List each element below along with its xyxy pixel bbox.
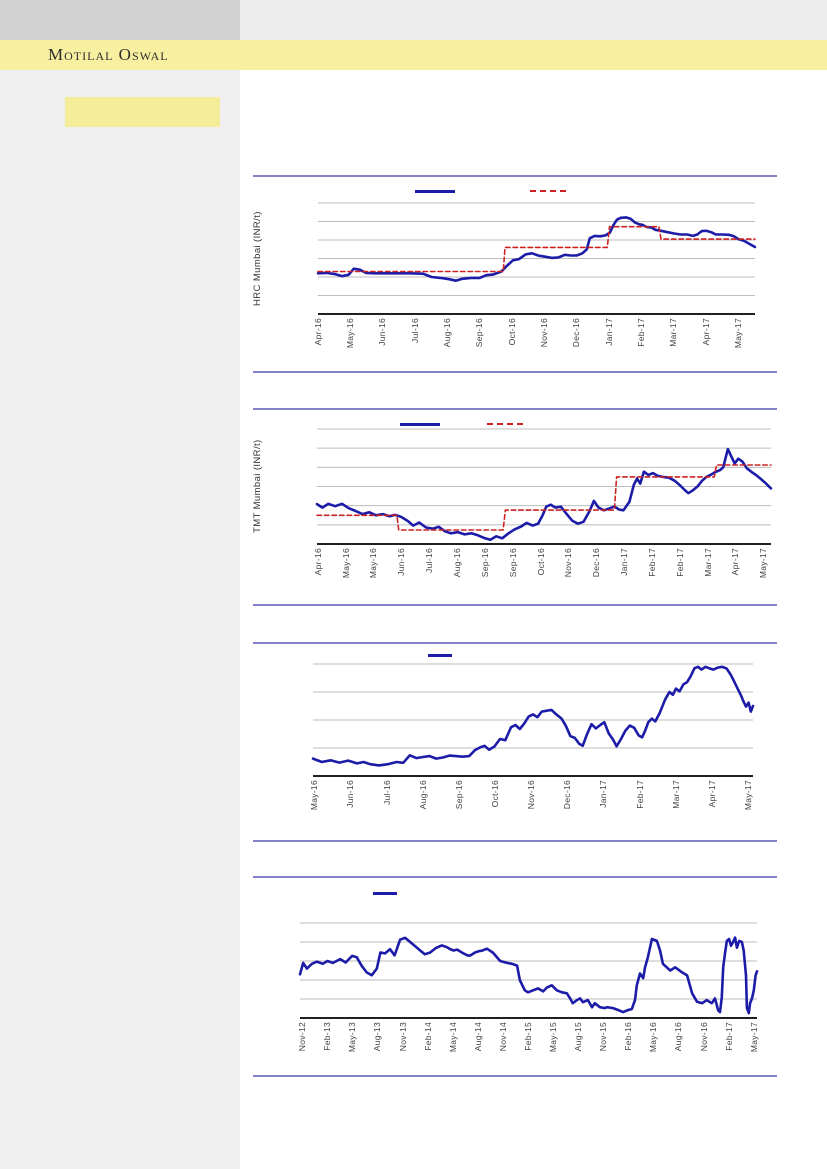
x-tick-label: Feb-17: [635, 318, 646, 347]
x-tick-label: Apr-17: [706, 780, 717, 808]
plot-area: [316, 202, 757, 315]
separator-line: [253, 371, 777, 373]
x-tick-label: May-16: [368, 548, 379, 579]
chart-block-fourth: Nov-12 Feb-13 May-13 Aug-13 Nov-13 Feb-14 May-…: [240, 876, 827, 1077]
x-tick-label: Aug-16: [417, 780, 428, 810]
legend-key-solid-line: [428, 654, 452, 657]
x-tick-label: Feb-13: [322, 1022, 333, 1051]
header-top-right-block: [240, 0, 827, 40]
x-tick-label: Jul-16: [424, 548, 435, 573]
chart-block-third: May-16 Jun-16 Jul-16 Aug-16 Sep-16 Oct-16 Nov-…: [240, 642, 827, 842]
separator-line: [253, 876, 777, 878]
legend-key-solid-line: [373, 892, 397, 895]
x-tick-label: Sep-16: [474, 318, 485, 348]
series-line-solid-navy: [316, 216, 757, 282]
series-line-solid-navy: [298, 936, 759, 1015]
x-tick-label: Apr-16: [312, 318, 323, 346]
x-tick-label: Aug-15: [573, 1022, 584, 1052]
x-tick-label: Aug-14: [472, 1022, 483, 1052]
x-tick-label: May-16: [345, 318, 356, 349]
sidebar-highlight-box: [65, 97, 220, 127]
x-tick-label: Feb-17: [634, 780, 645, 809]
plot-area: [315, 428, 773, 545]
x-tick-label: Aug-16: [673, 1022, 684, 1052]
x-tick-label: Apr-17: [730, 548, 741, 576]
x-tick-label: Jan-17: [598, 780, 609, 808]
chart-block-tmt-mumbai: TMT Mumbai (INR/t) Apr-16 May-16 May-16 Jun…: [240, 408, 827, 606]
x-tick-label: May-16: [309, 780, 320, 811]
x-tick-label: Nov-12: [297, 1022, 308, 1052]
plot-area: [298, 922, 759, 1019]
x-tick-label: Nov-16: [526, 780, 537, 810]
x-tick-label: Jul-16: [381, 780, 392, 805]
chart-block-hrc-mumbai: HRC Mumbai (INR/t) Apr-16 May-16 Jun-16 Jul…: [240, 175, 827, 373]
series-line-dashed-red: [316, 464, 772, 531]
legend-key-dashed-line: [487, 423, 523, 425]
plot-area: [311, 663, 755, 777]
x-tick-label: May-17: [748, 1022, 759, 1053]
x-tick-label: May-16: [340, 548, 351, 579]
x-tick-label: Aug-16: [451, 548, 462, 578]
x-tick-label: Jan-17: [619, 548, 629, 576]
x-tick-label: May-16: [648, 1022, 659, 1053]
x-tick-label: Nov-14: [497, 1022, 508, 1052]
x-tick-label: Mar-17: [702, 548, 713, 577]
x-tick-label: Dec-16: [571, 318, 582, 348]
x-tick-label: Oct-16: [489, 780, 500, 808]
header-top-left-block: [0, 0, 240, 40]
separator-line: [253, 408, 777, 410]
x-tick-label: Nov-16: [563, 548, 574, 578]
series-line-solid-navy: [315, 447, 773, 542]
separator-line: [253, 642, 777, 644]
separator-line: [253, 840, 777, 842]
x-tick-label: Feb-14: [422, 1022, 433, 1051]
x-tick-label: Aug-13: [372, 1022, 383, 1052]
x-tick-label: Apr-17: [700, 318, 711, 346]
x-tick-label: Oct-16: [506, 318, 517, 346]
x-tick-label: Aug-16: [442, 318, 453, 348]
separator-line: [253, 1075, 777, 1077]
x-tick-label: Dec-16: [562, 780, 573, 810]
x-tick-label: Oct-16: [535, 548, 546, 576]
x-tick-label: Feb-17: [723, 1022, 734, 1051]
x-tick-label: Jun-16: [377, 318, 388, 346]
x-tick-label: Sep-16: [453, 780, 464, 810]
separator-line: [253, 175, 777, 177]
separator-line: [253, 604, 777, 606]
brand-logo-text: Motilal Oswal: [48, 45, 169, 64]
x-tick-label: Feb-17: [674, 548, 685, 577]
legend-key-solid-line: [400, 423, 440, 426]
x-tick-label: May-14: [447, 1022, 458, 1053]
x-tick-label: Dec-16: [591, 548, 602, 578]
x-tick-label: Feb-17: [646, 548, 657, 577]
legend-key-solid-line: [415, 190, 455, 193]
x-tick-label: Feb-15: [522, 1022, 533, 1051]
x-tick-label: Nov-16: [539, 318, 549, 348]
x-tick-label: May-17: [743, 780, 754, 811]
x-tick-label: Sep-16: [507, 548, 518, 578]
x-tick-label: Mar-17: [670, 780, 681, 809]
x-tick-label: Jun-16: [345, 780, 356, 808]
sidebar: [0, 70, 240, 1169]
x-tick-label: May-17: [732, 318, 743, 349]
x-tick-label: Nov-16: [698, 1022, 709, 1052]
x-tick-label: Jun-16: [396, 548, 407, 576]
x-tick-label: May-17: [758, 548, 769, 579]
x-tick-label: Sep-16: [479, 548, 490, 578]
x-tick-label: Nov-15: [598, 1022, 609, 1052]
x-tick-label: Mar-17: [668, 318, 679, 347]
legend-key-dashed-line: [530, 190, 566, 192]
x-tick-label: Jan-17: [603, 318, 614, 346]
x-tick-label: May-15: [548, 1022, 559, 1053]
x-tick-label: Apr-16: [312, 548, 323, 576]
series-line-solid-navy: [311, 665, 755, 767]
x-tick-label: Nov-13: [397, 1022, 408, 1052]
x-tick-label: May-13: [347, 1022, 358, 1053]
x-tick-label: Jul-16: [409, 318, 420, 343]
series-line-dashed-red: [317, 225, 756, 273]
brand-band: Motilal Oswal: [0, 40, 827, 70]
x-tick-label: Feb-16: [623, 1022, 634, 1051]
